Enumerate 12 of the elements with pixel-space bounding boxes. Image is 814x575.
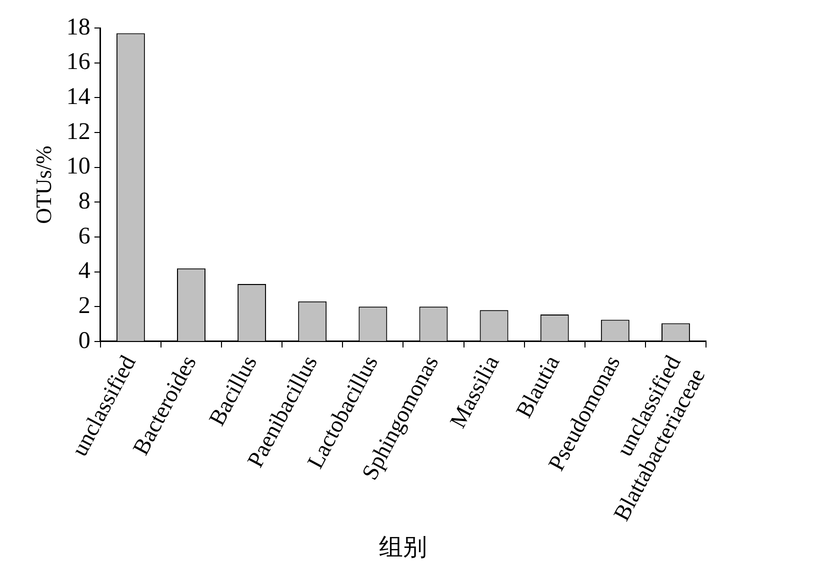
y-tick-label: 0 bbox=[78, 328, 90, 354]
y-tick-label: 14 bbox=[66, 84, 90, 110]
x-axis-title: 组别 bbox=[379, 534, 428, 561]
y-tick-label: 4 bbox=[78, 258, 90, 284]
y-tick-label: 2 bbox=[78, 292, 90, 319]
y-axis-title: OTUs/% bbox=[30, 146, 56, 224]
y-tick-label: 10 bbox=[66, 154, 90, 180]
y-tick-label: 12 bbox=[66, 118, 90, 145]
y-tick-label: 6 bbox=[78, 223, 90, 250]
y-tick-label: 8 bbox=[78, 188, 90, 214]
y-tick-label: 18 bbox=[66, 14, 90, 40]
y-tick-label: 16 bbox=[66, 49, 90, 76]
